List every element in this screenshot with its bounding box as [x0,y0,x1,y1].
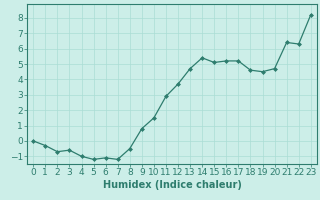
X-axis label: Humidex (Indice chaleur): Humidex (Indice chaleur) [103,180,241,190]
